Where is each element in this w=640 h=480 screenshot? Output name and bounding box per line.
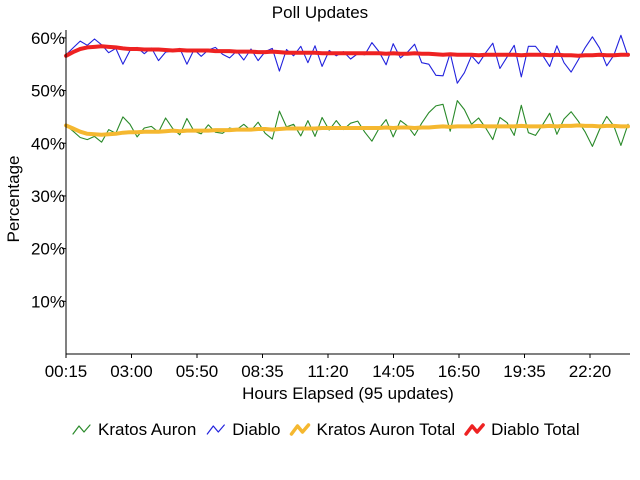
axes: 10% 20% 30% 40% 50% 60% 00:15 03:00 05:50 08:35 11… [31,29,630,381]
legend-swatch [206,424,225,435]
series-line-diablo [65,34,629,84]
x-tick-label: 08:35 [241,362,284,381]
x-tick-label: 03:00 [110,362,153,381]
x-axis-label: Hours Elapsed (95 updates) [242,384,454,403]
chart-title: Poll Updates [272,3,368,22]
x-tick-label: 22:20 [569,362,612,381]
legend-swatch [289,423,311,436]
y-tick-label: 60% [31,29,65,48]
y-tick-label: 30% [31,187,65,206]
legend: Kratos Auron Diablo Kratos Auron Total Diab… [72,420,580,439]
legend-item-kratos-auron: Kratos Auron [72,420,196,439]
series-line-kratos-auron-total [64,123,630,137]
legend-label: Kratos Auron [98,420,196,439]
legend-label: Diablo Total [491,420,580,439]
legend-swatch [464,423,485,436]
legend-item-diablo: Diablo [206,420,280,439]
x-tick-label: 05:50 [176,362,219,381]
legend-label: Kratos Auron Total [316,420,455,439]
x-tick-label: 11:20 [307,362,348,381]
x-tick-label: 14:05 [372,362,415,381]
y-tick-label: 10% [31,292,65,311]
x-tick-label: 19:35 [503,362,546,381]
series-line-kratos-auron [65,100,629,147]
legend-item-kratos-auron-total: Kratos Auron Total [289,420,455,439]
series-line-diablo-total [64,44,630,58]
y-axis-label: Percentage [4,156,23,243]
y-tick-label: 50% [31,82,65,101]
x-tick-label: 16:50 [438,362,481,381]
legend-label: Diablo [232,420,280,439]
y-tick-label: 20% [31,240,65,259]
legend-item-diablo-total: Diablo Total [464,420,580,439]
x-tick-label: 00:15 [45,362,88,381]
y-tick-label: 40% [31,134,65,153]
plot-area [64,34,630,147]
legend-swatch [72,424,91,435]
